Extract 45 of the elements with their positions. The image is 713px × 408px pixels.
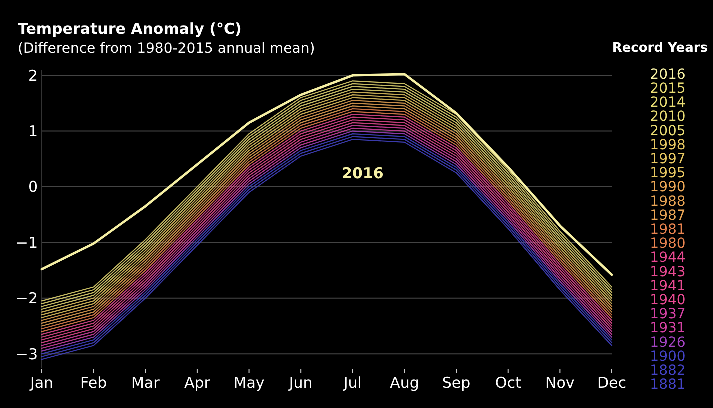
text: 1997 (650, 152, 686, 168)
text: 1941 (650, 278, 686, 294)
text: 1881 (650, 377, 686, 394)
text: 1990 (650, 180, 686, 196)
text: 2010 (650, 109, 686, 126)
text: 1937 (650, 306, 686, 323)
x-tick-label: Aug (390, 374, 420, 392)
text: 2016 (342, 164, 384, 182)
y-tick-label: 0 (28, 178, 38, 196)
text: 1940 (650, 292, 686, 308)
x-tick-label: Oct (495, 374, 522, 392)
text: 1943 (650, 264, 686, 280)
x-tick-label: Jul (342, 374, 362, 392)
text: 2015 (650, 81, 686, 97)
x-tick-label: Feb (80, 374, 108, 392)
text: 1987 (650, 208, 686, 224)
text: 1995 (650, 166, 686, 182)
y-tick-label: 2 (28, 66, 38, 85)
text: 1980 (650, 236, 686, 252)
text: 1998 (650, 137, 686, 154)
y-tick-label: −1 (16, 234, 38, 252)
x-tick-label: Mar (131, 374, 161, 392)
text: 1900 (650, 348, 686, 365)
x-tick-label: Jan (29, 374, 54, 392)
y-tick-label: −3 (16, 345, 38, 364)
chart-title: Temperature Anomaly (°C) (18, 20, 242, 38)
x-tick-label: Apr (184, 374, 212, 392)
text: 1882 (650, 363, 686, 379)
y-tick-label: 1 (28, 122, 38, 141)
x-tick-label: May (234, 374, 265, 392)
text: 1944 (650, 250, 686, 266)
x-tick-label: Dec (597, 374, 627, 392)
legend-title: Record Years (612, 41, 708, 56)
text: 1931 (650, 320, 686, 337)
chart-subtitle: (Difference from 1980-2015 annual mean) (18, 41, 316, 57)
text: 1988 (650, 194, 686, 210)
x-tick-label: Jun (288, 374, 313, 392)
text: 2014 (650, 95, 686, 112)
text: 2005 (650, 123, 686, 140)
text: 1926 (650, 334, 686, 351)
x-tick-label: Sep (442, 374, 471, 392)
x-tick-label: Nov (546, 374, 575, 392)
y-tick-label: −2 (16, 290, 38, 308)
text: 2016 (650, 66, 686, 83)
text: 1981 (650, 222, 686, 238)
